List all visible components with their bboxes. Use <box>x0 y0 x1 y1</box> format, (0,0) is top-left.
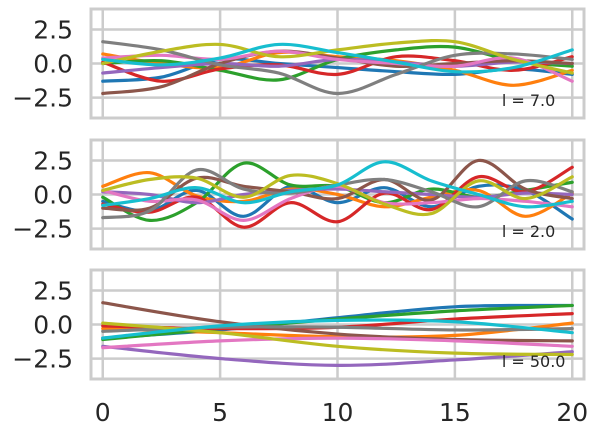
x-tick-label: 20 <box>556 398 588 427</box>
y-tick-label: 0.0 <box>33 181 73 210</box>
x-tick-label: 15 <box>439 398 471 427</box>
series-line-7 <box>101 49 574 83</box>
y-tick-label: −2.5 <box>12 215 73 244</box>
series-line-6 <box>101 158 574 212</box>
series-line-5 <box>101 187 574 205</box>
x-tick-label: 10 <box>322 398 354 427</box>
x-tick-label: 5 <box>212 398 228 427</box>
y-tick-label: 2.5 <box>33 276 73 305</box>
y-tick-label: −2.5 <box>12 345 73 374</box>
lengthscale-annotation: l = 7.0 <box>502 91 555 110</box>
axes-frame <box>89 138 586 251</box>
subplot-1: 2.5 0.0 −2.5 l = 7.0 <box>12 7 586 120</box>
lengthscale-annotation: l = 50.0 <box>502 352 566 371</box>
y-tick-label: 0.0 <box>33 50 73 79</box>
series-line-5 <box>101 344 574 367</box>
axes-frame <box>89 268 586 381</box>
axes-frame <box>89 7 586 120</box>
series-line-6 <box>101 301 574 343</box>
series-line-9 <box>101 38 574 75</box>
lengthscale-annotation: l = 2.0 <box>502 222 555 241</box>
series-line-10 <box>101 160 574 209</box>
series-group <box>101 301 574 367</box>
series-group <box>101 38 574 96</box>
series-line-10 <box>101 42 574 74</box>
subplot-3: 2.5 0.0 −2.5 0 5 10 15 20 l = 50.0 <box>12 268 588 427</box>
y-tick-label: −2.5 <box>12 84 73 113</box>
series-group <box>101 158 574 229</box>
series-line-10 <box>101 318 574 340</box>
y-tick-label: 0.0 <box>33 311 73 340</box>
x-tick-label: 0 <box>95 398 111 427</box>
subplot-2: 2.5 0.0 −2.5 l = 2.0 <box>12 138 586 251</box>
y-tick-label: 2.5 <box>33 146 73 175</box>
series-line-7 <box>101 336 574 350</box>
y-tick-label: 2.5 <box>33 15 73 44</box>
